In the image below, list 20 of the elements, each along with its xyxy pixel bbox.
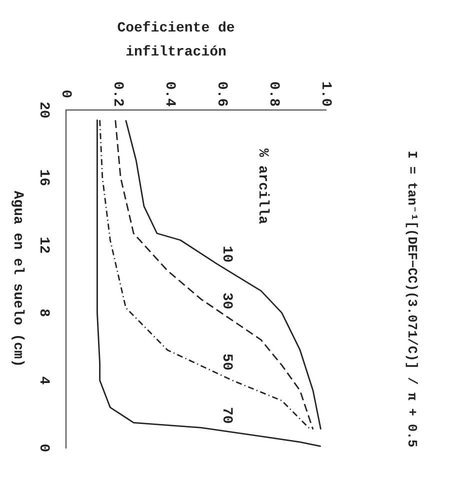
text: 50 bbox=[218, 354, 235, 370]
y-tick-label: 0 bbox=[35, 444, 52, 452]
text: 10 bbox=[218, 246, 235, 263]
text: 70 bbox=[218, 407, 235, 424]
y-tick-label: 20 bbox=[35, 102, 52, 118]
y-tick-label: 8 bbox=[35, 308, 52, 318]
x-tick-label: 0.4 bbox=[161, 81, 178, 107]
y-tick-label: 16 bbox=[35, 169, 52, 186]
x-tick-label: 1.0 bbox=[317, 81, 334, 107]
x-tick-label: 0.6 bbox=[213, 81, 230, 107]
legend-title: % arcilla bbox=[254, 148, 271, 225]
y-tick-label: 4 bbox=[35, 376, 52, 385]
text: 30 bbox=[218, 292, 235, 310]
text: I = tan⁻¹[(DEF−CC)(3.071/C)] / π + 0.5 bbox=[404, 150, 420, 448]
x-tick-label: 0.2 bbox=[109, 81, 126, 107]
x-axis-title: Coeficiente de infiltración bbox=[117, 20, 235, 61]
x-tick-label: 0 bbox=[57, 90, 74, 98]
y-tick-label: 12 bbox=[35, 236, 52, 254]
x-tick-label: 0.8 bbox=[265, 81, 282, 107]
y-axis-title: Agua en el suelo (cm) bbox=[9, 190, 26, 368]
